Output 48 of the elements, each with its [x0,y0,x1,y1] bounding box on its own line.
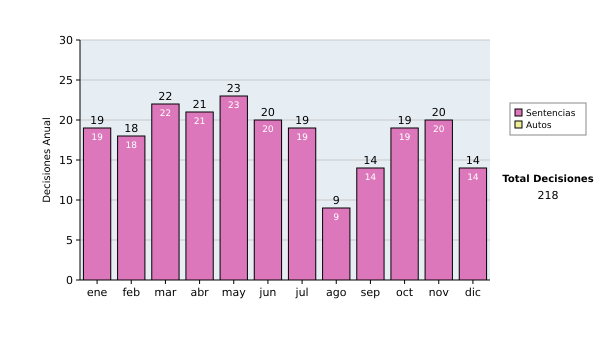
total-label: 20 [260,106,275,119]
total-label: 21 [192,98,207,111]
x-tick-label: ago [326,286,347,299]
data-label: 21 [194,117,206,127]
y-tick-label: 10 [59,194,73,207]
x-tick-label: oct [396,286,414,299]
data-label: 20 [433,125,445,135]
data-label: 9 [333,213,340,223]
data-label: 19 [91,133,104,143]
y-tick-label: 20 [59,114,73,127]
x-tick-label: sep [360,286,380,299]
x-tick-label: dic [464,286,481,299]
total-label: 14 [466,154,480,167]
total-label: 22 [158,90,172,103]
data-label: 14 [364,173,376,183]
total-label: 19 [398,114,412,127]
y-axis-title: Decisiones Anual [42,117,53,203]
data-label: 18 [126,141,138,151]
data-label: 19 [398,133,411,143]
total-label: 14 [363,154,378,167]
x-tick-label: nov [428,286,450,299]
data-label: 23 [228,101,240,111]
x-tick-label: ene [86,286,108,299]
total-label: 18 [124,122,138,135]
total-label: 19 [295,114,310,127]
data-label: 20 [262,125,274,135]
x-tick-label: may [222,286,246,299]
total-label: 9 [332,194,340,207]
data-label: 22 [160,109,172,119]
total-label: 19 [90,114,104,127]
y-tick-label: 25 [59,74,73,87]
text: 218 [538,189,558,202]
y-tick-label: 15 [59,154,73,167]
x-tick-label: abr [190,286,210,299]
x-tick-label: mar [154,286,177,299]
y-tick-label: 5 [66,234,73,247]
data-label: 19 [296,133,308,143]
x-tick-label: jul [294,286,309,299]
y-tick-label: 30 [59,34,73,47]
total-label: 20 [432,106,446,119]
legend-label: Sentencias [526,109,576,119]
x-tick-label: feb [122,286,140,299]
text: Total Decisiones [502,174,594,185]
x-tick-label: jun [258,286,276,299]
legend-label: Autos [526,121,552,131]
total-label: 23 [226,82,241,95]
data-label: 14 [467,173,479,183]
y-tick-label: 0 [66,274,73,287]
